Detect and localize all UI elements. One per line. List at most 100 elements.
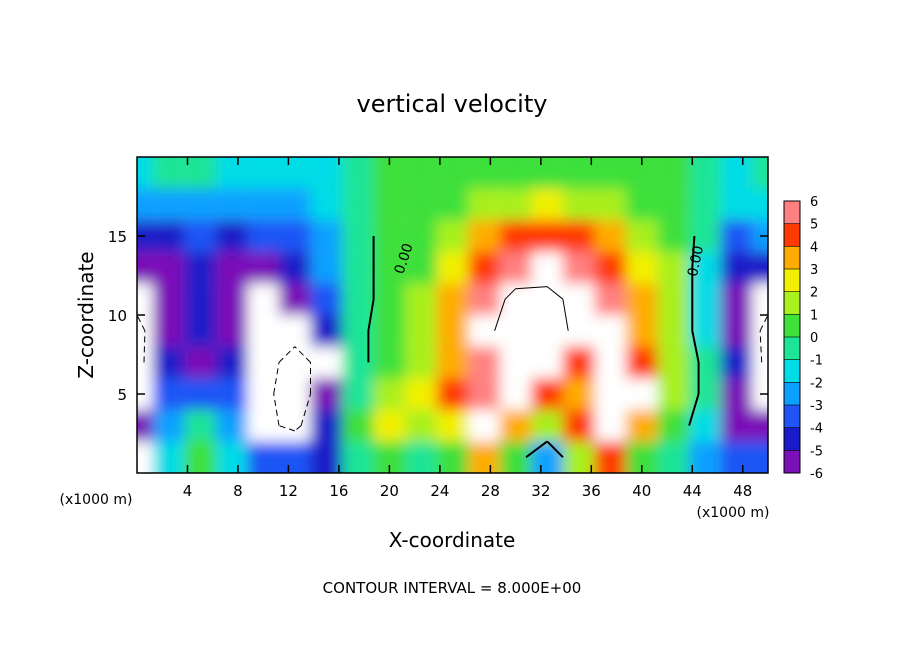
field-cell (436, 315, 469, 347)
field-cell (689, 409, 721, 442)
field-cell (531, 188, 563, 221)
field-cell (278, 441, 311, 473)
field-cell (310, 283, 343, 315)
field-cell (752, 409, 768, 442)
field-cell (342, 220, 374, 252)
field-cell (657, 188, 690, 221)
field-cell (657, 220, 690, 252)
field-cell (594, 346, 627, 379)
field-cell (152, 409, 185, 442)
field-cell (278, 315, 311, 347)
colorbar-band (784, 314, 800, 337)
field-cell (215, 441, 248, 473)
field-cell (752, 283, 768, 315)
field-cell (626, 346, 658, 379)
field-cell (752, 441, 768, 473)
x-tick-label: 4 (183, 482, 193, 500)
field-cell (247, 283, 279, 315)
field-cell (689, 346, 721, 379)
field-cell (152, 188, 185, 221)
field-cell (310, 157, 343, 189)
field-cell (247, 157, 279, 189)
field-cell (594, 251, 627, 284)
field-cell (278, 409, 311, 442)
field-cell (468, 315, 500, 347)
field-cell (215, 346, 248, 379)
colorbar-label: -4 (810, 422, 823, 437)
field-cell (215, 283, 248, 315)
field-cell (720, 346, 753, 379)
field-cell (689, 283, 721, 315)
colorbar-label: -2 (810, 376, 823, 391)
field-cell (247, 378, 279, 410)
colorbar-band (784, 405, 800, 428)
x-unit: (x1000 m) (697, 505, 770, 521)
field-cell (152, 315, 185, 347)
field-cell (184, 188, 216, 221)
colorbar-label: 3 (810, 263, 818, 278)
colorbar-label: 5 (810, 218, 818, 233)
colorbar-band (784, 382, 800, 405)
field-cell (562, 220, 595, 252)
y-tick-label: 15 (108, 228, 127, 246)
field-cell (373, 346, 406, 379)
field-cell (594, 315, 627, 347)
field-cell (562, 441, 595, 473)
field-cell (184, 315, 216, 347)
colorbar-band (784, 427, 800, 451)
field-cell (468, 378, 500, 410)
field-cell (720, 441, 753, 473)
field-cell (594, 220, 627, 252)
field-cell (657, 315, 690, 347)
field-cell (247, 220, 279, 252)
x-tick-label: 40 (632, 482, 651, 500)
field-cell (342, 157, 374, 189)
field-cell (499, 188, 532, 221)
field-cell (626, 378, 658, 410)
field-cell (436, 283, 469, 315)
field-cell (405, 220, 437, 252)
field-cell (720, 378, 753, 410)
field-cell (137, 441, 153, 473)
field-cell (247, 188, 279, 221)
field-cell (594, 283, 627, 315)
field-cell (436, 409, 469, 442)
field-cell (657, 346, 690, 379)
field-cell (184, 251, 216, 284)
field-cell (594, 441, 627, 473)
field-cell (468, 220, 500, 252)
field-cell (562, 315, 595, 347)
field-cell (184, 157, 216, 189)
field-cell (752, 251, 768, 284)
field-cell (310, 441, 343, 473)
field-cell (342, 188, 374, 221)
field-cell (562, 378, 595, 410)
field-cell (278, 283, 311, 315)
x-tick-label: 44 (683, 482, 702, 500)
field-cell (184, 409, 216, 442)
field-cell (689, 251, 721, 284)
field-cell (562, 283, 595, 315)
x-tick-label: 36 (582, 482, 601, 500)
field-cell (310, 409, 343, 442)
field-cell (689, 441, 721, 473)
field-cell (468, 188, 500, 221)
field-cell (342, 378, 374, 410)
field-cell (499, 157, 532, 189)
field-cell (531, 378, 563, 410)
field-cell (215, 188, 248, 221)
field-cell (373, 283, 406, 315)
y-axis-label: Z-coordinate (74, 251, 98, 378)
x-tick-label: 8 (233, 482, 243, 500)
field-cell (657, 409, 690, 442)
colorbar-label: 2 (810, 286, 818, 301)
field-cell (152, 157, 185, 189)
field-cell (247, 251, 279, 284)
field-cell (594, 188, 627, 221)
field-cell (152, 346, 185, 379)
field-cell (657, 441, 690, 473)
colorbar-label: -6 (810, 467, 823, 482)
field-cell (531, 409, 563, 442)
field-cell (405, 251, 437, 284)
